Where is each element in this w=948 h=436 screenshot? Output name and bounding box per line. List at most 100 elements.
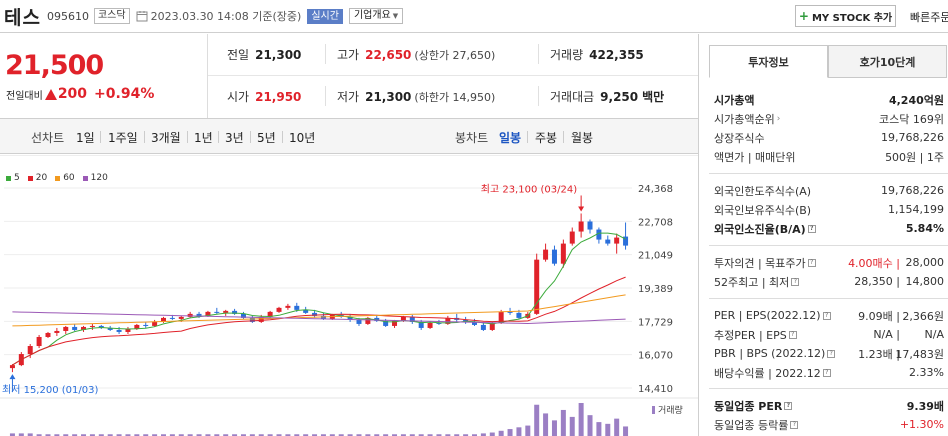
volume-bar — [312, 434, 318, 436]
change-value: 200 — [57, 86, 88, 102]
period-daily[interactable]: 일봉 — [499, 131, 522, 145]
change-label: 전일대비 — [6, 90, 43, 102]
invest-row: 투자의견 | 목표주가? 4.00매수 | 28,000 — [709, 253, 948, 272]
trade-amount: 거래대금 9,250 백만 — [550, 88, 664, 105]
invest-row-label: 시가총액 — [714, 92, 754, 108]
chevron-right-icon[interactable]: › — [776, 113, 781, 124]
volume-bar — [214, 434, 220, 436]
help-icon[interactable]: ? — [807, 258, 816, 267]
candle-chart-title: 봉차트 — [455, 131, 489, 145]
chart-canvas[interactable]: 24,368 22,708 21,049 19,389 17,729 16,070 14,4… — [0, 155, 698, 436]
invest-row-label: 외국인소진율(B/A)? — [714, 221, 816, 237]
help-icon[interactable]: ? — [827, 349, 836, 358]
volume: 거래량 422,355 — [550, 46, 644, 63]
period-3m[interactable]: 3개월 — [151, 131, 181, 145]
help-icon[interactable]: ? — [790, 420, 799, 429]
add-mystock-button[interactable]: + MY STOCK 추가 — [795, 5, 896, 27]
ma-line-60 — [12, 294, 626, 327]
invest-row-label: 배당수익률 | 2022.12? — [714, 365, 831, 381]
candle-body — [116, 329, 122, 332]
volume-bar — [569, 416, 575, 436]
tab-invest-info[interactable]: 투자정보 — [709, 45, 828, 78]
candle-body — [249, 317, 255, 322]
volume-bar — [81, 434, 87, 436]
company-info-button[interactable]: 기업개요 ▼ — [348, 8, 404, 24]
ma-legend-20: 20 — [27, 173, 47, 183]
volume-value: 422,355 — [589, 47, 644, 62]
invest-row: 52주최고 | 최저? 28,350 | 14,800 — [709, 272, 948, 291]
invest-row-value: 2,366원 — [902, 309, 944, 323]
y-tick-label: 21,049 — [638, 251, 673, 262]
volume-bar — [89, 434, 95, 436]
volume-bar — [400, 434, 406, 436]
period-monthly[interactable]: 월봉 — [571, 131, 594, 145]
help-icon[interactable]: ? — [784, 401, 793, 410]
help-icon[interactable]: ? — [822, 311, 831, 320]
max-arrow-head — [578, 206, 585, 212]
period-1w[interactable]: 1주일 — [108, 131, 138, 145]
upper-limit: (상한가 27,650) — [414, 48, 496, 62]
volume-bar — [134, 434, 140, 436]
ma-legend: 5 20 60 120 — [6, 173, 108, 183]
tab-orderbook[interactable]: 호가10단계 — [828, 45, 947, 78]
invest-row-label-text: 동일업종 등락률 — [714, 418, 789, 432]
prev-close-value: 21,300 — [255, 47, 302, 62]
candle-body — [560, 243, 566, 264]
volume-bar — [427, 434, 433, 436]
volume-bar — [223, 434, 229, 436]
candle-body — [365, 317, 371, 324]
help-icon[interactable]: ? — [788, 330, 797, 339]
fast-order-link[interactable]: 빠른주문 — [910, 11, 948, 24]
period-weekly[interactable]: 주봉 — [535, 131, 558, 145]
candle-body — [578, 221, 584, 232]
candle-body — [134, 324, 140, 329]
plus-icon: + — [798, 9, 809, 23]
help-icon[interactable]: ? — [822, 368, 831, 377]
invest-row-value: 4,240억원 — [888, 93, 944, 107]
period-1y[interactable]: 1년 — [194, 131, 213, 145]
period-10y[interactable]: 10년 — [289, 131, 316, 145]
volume-bar — [480, 433, 486, 436]
volume-bar — [365, 434, 371, 436]
candle-body — [27, 346, 33, 355]
volume-bar — [320, 434, 326, 436]
period-5y[interactable]: 5년 — [257, 131, 276, 145]
up-triangle-icon — [44, 88, 57, 100]
period-1d[interactable]: 1일 — [76, 131, 95, 145]
volume-bar — [249, 434, 255, 436]
realtime-badge[interactable]: 실시간 — [307, 8, 343, 24]
min-arrow-head — [9, 374, 16, 380]
volume-label: 거래량 — [550, 48, 584, 62]
candle-body — [285, 305, 291, 308]
volume-bar — [63, 434, 69, 436]
candle-body — [143, 324, 149, 326]
help-icon[interactable]: ? — [807, 224, 816, 233]
candle-body — [605, 239, 611, 244]
volume-bar — [383, 434, 389, 436]
open-value: 21,950 — [255, 89, 302, 104]
candle-body — [258, 316, 264, 322]
period-3y[interactable]: 3년 — [225, 131, 244, 145]
volume-bar — [489, 432, 495, 436]
invest-row: 액면가 | 매매단위 500원 | 1주 — [709, 147, 948, 166]
lower-limit: (하한가 14,950) — [414, 90, 496, 104]
invest-row-label-text: 시가총액순위 — [714, 112, 775, 126]
max-price-label: 최고 23,100 (03/24) — [481, 183, 577, 195]
open-label: 시가 — [227, 90, 250, 104]
invest-row-value: 5.84% — [905, 222, 944, 235]
low-value: 21,300 — [365, 89, 412, 104]
volume-bar — [18, 433, 24, 436]
panel-tabs: 투자정보 호가10단계 — [709, 45, 948, 78]
stock-code: 095610 — [46, 9, 89, 23]
volume-bar — [551, 420, 557, 436]
invest-row-label: 외국인한도주식수(A) — [714, 183, 811, 199]
y-tick-label: 19,389 — [638, 284, 673, 295]
prev-close-label: 전일 — [227, 48, 250, 62]
invest-row: PER | EPS(2022.12)? 9.09배 | 2,366원 — [709, 306, 948, 325]
candle-body — [489, 322, 495, 330]
candle-body — [45, 332, 51, 337]
volume-bar — [596, 422, 602, 436]
invest-row-label: 52주최고 | 최저? — [714, 274, 800, 290]
volume-bar — [116, 434, 122, 436]
help-icon[interactable]: ? — [791, 277, 800, 286]
